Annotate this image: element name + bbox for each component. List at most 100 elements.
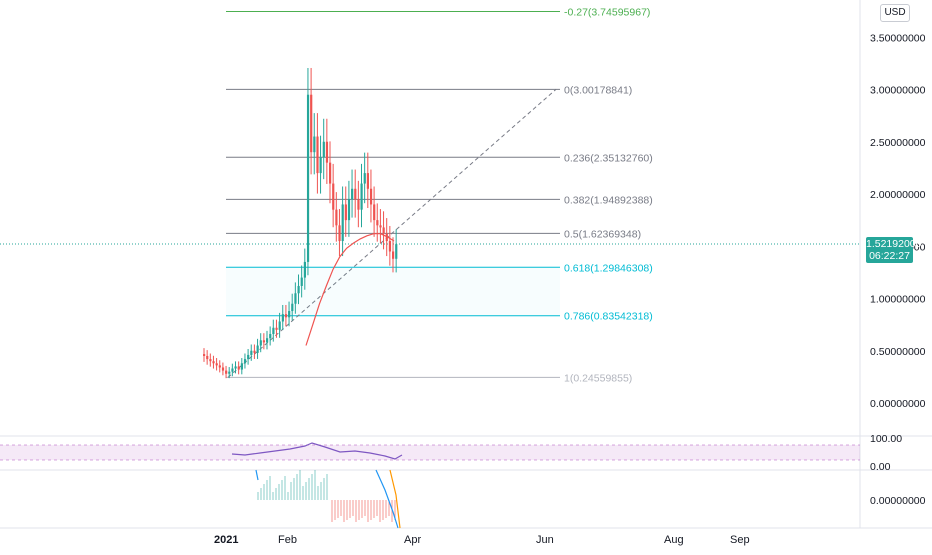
candle-body [322,141,325,158]
fib-level-label: 0(3.00178841) [564,84,632,96]
candle-body [310,94,313,153]
moving-average-line [305,233,395,346]
candle-body [228,371,231,374]
candle-body [218,365,221,368]
last-price-tag: 1.52192000 06:22:27 [866,237,921,263]
candle-body [288,311,291,318]
candle-body [313,136,316,153]
candle-body [366,173,369,189]
rsi-line [231,442,403,460]
candle-body [203,354,206,356]
candle-body [395,244,398,259]
candle-body [243,359,247,364]
price-axis-tick: 2.50000000 [870,137,926,149]
candle-body [206,355,209,360]
candle-body [212,361,215,364]
fib-level-label: 0.382(1.94892388) [564,194,653,206]
candle-body [250,350,253,355]
macd-axis-tick: 0.00000000 [870,495,926,507]
candle-body [284,314,288,318]
candle-body [376,220,379,226]
candle-body [294,293,297,304]
bar-countdown: 06:22:27 [869,250,910,262]
candle-body [256,345,259,353]
candle-body [332,183,335,210]
fib-zone [226,267,560,315]
candles-layer [203,67,398,379]
candle-body [373,204,376,221]
fib-level-label: -0.27(3.74595967) [564,7,650,19]
price-axis-tick: 3.50000000 [870,32,926,44]
candle-body [344,204,347,221]
time-axis-tick: Jun [536,534,554,546]
candle-body [209,359,212,362]
candle-body [262,340,266,343]
candle-body [300,277,303,286]
candle-body [231,368,234,372]
fib-level-label: 0.618(1.29846308) [564,262,653,274]
rsi-axis-tick: 0.00 [870,461,891,473]
fib-level-label: 0.5(1.62369348) [564,228,641,240]
candle-body [306,94,310,262]
candle-body [316,136,319,174]
price-axis-tick: 0.50000000 [870,346,926,358]
candle-body [278,321,281,330]
candle-body [341,204,344,242]
candle-body [272,327,275,335]
candle-body [329,162,332,184]
time-axis-tick: Sep [730,534,750,546]
price-axis-tick: 1.00000000 [870,294,926,306]
rsi-axis-tick: 100.00 [870,433,902,445]
candle-body [360,183,363,210]
candle-body [225,370,228,374]
candle-body [281,314,284,322]
macd-line [375,469,399,529]
fib-level-label: 0.786(0.83542318) [564,311,653,323]
time-axis-tick: Apr [404,534,421,546]
price-axis-tick: 0.00000000 [870,398,926,410]
candle-body [351,188,354,200]
candle-body [385,233,388,242]
candle-body [303,261,306,278]
candle-body [266,338,269,343]
time-axis: 2021 Feb Apr Jun Aug Sep [214,534,750,546]
time-axis-tick: Feb [278,534,297,546]
candle-body [354,188,357,200]
candle-body [275,327,278,330]
macd-signal-line [389,469,401,529]
candle-body [269,334,272,339]
candle-body [335,209,338,226]
candle-body [297,285,300,294]
macd-pane: 0.00000000 [255,469,926,529]
time-axis-tick: 2021 [214,534,238,546]
moving-average-layer [305,233,395,346]
candle-body [363,173,366,184]
candle-body [369,188,373,205]
candle-body [215,363,218,366]
currency-button[interactable]: USD [880,4,910,22]
candle-body [237,366,240,370]
candle-body [291,303,294,312]
fib-level-label: 0.236(2.35132760) [564,152,653,164]
fibonacci-retracement[interactable]: -0.27(3.74595967) 0(3.00178841) 0.236(2.35… [226,7,653,385]
candle-body [325,141,329,163]
candle-body [338,225,341,242]
macd-line [255,469,259,481]
candle-body [319,157,322,174]
candle-body [234,366,237,369]
price-axis-tick: 3.00000000 [870,85,926,97]
candle-body [253,350,256,353]
candle-body [247,354,250,360]
time-axis-tick: Aug [664,534,684,546]
candle-body [221,367,225,371]
candle-body [382,227,385,234]
candle-body [379,225,382,228]
rsi-pane: 100.00 0.00 [0,433,902,473]
candle-body [259,340,262,346]
fib-level-label: 1(0.24559855) [564,372,632,384]
candle-body [388,241,392,252]
candle-body [357,199,360,210]
candle-body [392,251,395,259]
